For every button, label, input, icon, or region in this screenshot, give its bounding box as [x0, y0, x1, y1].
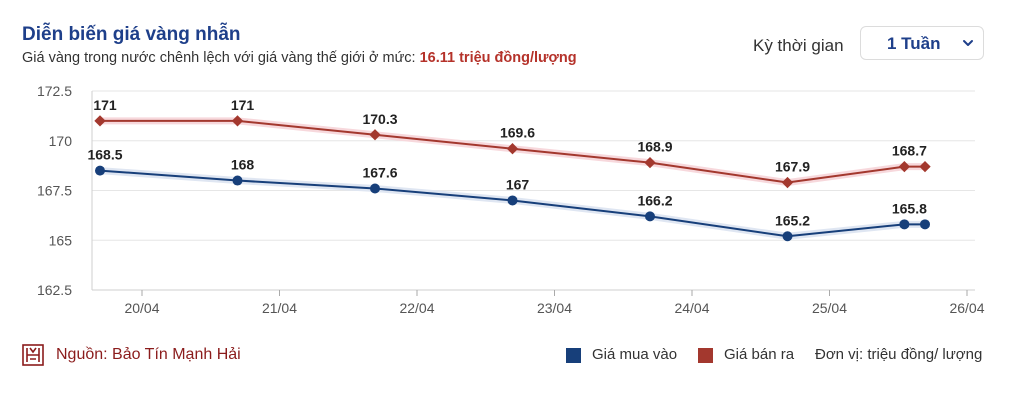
- period-label: Kỳ thời gian: [753, 36, 844, 55]
- subtitle-prefix: Giá vàng trong nước chênh lệch với giá v…: [22, 50, 416, 66]
- data-point-sell: [506, 143, 519, 155]
- x-tick-label: 21/04: [262, 300, 297, 316]
- y-tick-label: 172.5: [37, 83, 72, 99]
- data-label-sell: 170.3: [362, 111, 397, 127]
- x-tick-label: 25/04: [812, 300, 847, 316]
- data-point-sell: [94, 115, 106, 127]
- legend-label-buy: Giá mua vào: [592, 346, 678, 363]
- data-point-sell: [781, 176, 794, 189]
- data-label-buy: 167: [506, 176, 530, 192]
- brand-logo-icon: [22, 344, 44, 366]
- price-gap-subtitle: Giá vàng trong nước chênh lệch với giá v…: [22, 50, 577, 66]
- data-point-buy: [95, 165, 105, 176]
- unit-label: Đơn vị: triệu đồng/ lượng: [815, 346, 983, 363]
- source-text: Nguồn: Bảo Tín Mạnh Hải: [56, 346, 241, 363]
- data-label-buy: 166.2: [637, 192, 672, 208]
- data-point-buy: [507, 195, 518, 206]
- y-tick-label: 167.5: [37, 183, 72, 199]
- x-tick-label: 26/04: [949, 300, 984, 316]
- data-label-sell: 168.7: [892, 143, 927, 159]
- period-dropdown[interactable]: 1 Tuần: [860, 26, 984, 60]
- data-label-sell: 171: [93, 97, 117, 113]
- data-point-sell: [919, 160, 931, 173]
- legend-swatch-buy: [566, 348, 581, 363]
- data-point-sell: [369, 129, 381, 141]
- series-line-sell: [100, 119, 925, 184]
- data-point-buy: [645, 211, 655, 222]
- x-tick-label: 22/04: [399, 300, 434, 316]
- data-label-sell: 169.6: [500, 125, 535, 141]
- data-label-buy: 165.8: [892, 200, 927, 216]
- chart-title: Diễn biến giá vàng nhẫn: [22, 24, 241, 45]
- data-point-buy: [782, 231, 793, 242]
- data-point-buy: [899, 219, 910, 230]
- data-label-buy: 168.5: [87, 147, 122, 163]
- chevron-down-icon: [963, 40, 973, 46]
- series-line-buy: [99, 169, 925, 238]
- price-gap-value: 16.11 triệu đồng/lượng: [419, 50, 577, 66]
- data-point-sell: [231, 115, 244, 127]
- data-point-buy: [232, 175, 243, 186]
- x-tick-label: 24/04: [674, 300, 709, 316]
- y-tick-label: 162.5: [37, 282, 72, 298]
- data-label-sell: 168.9: [637, 139, 672, 155]
- data-point-buy: [370, 183, 380, 194]
- legend-label-sell: Giá bán ra: [724, 346, 795, 363]
- data-label-sell: 167.9: [775, 159, 810, 175]
- data-point-buy: [920, 219, 930, 230]
- data-label-buy: 167.6: [362, 165, 397, 181]
- x-tick-label: 20/04: [124, 300, 159, 316]
- data-point-sell: [898, 160, 911, 173]
- data-point-sell: [644, 156, 656, 169]
- data-label-buy: 168: [231, 157, 255, 173]
- data-label-sell: 171: [231, 97, 255, 113]
- y-tick-label: 165: [49, 232, 73, 248]
- y-tick-label: 170: [49, 133, 73, 149]
- data-label-buy: 165.2: [775, 212, 810, 228]
- legend-swatch-sell: [698, 348, 713, 363]
- period-selected-value: 1 Tuần: [887, 34, 941, 53]
- x-tick-label: 23/04: [537, 300, 572, 316]
